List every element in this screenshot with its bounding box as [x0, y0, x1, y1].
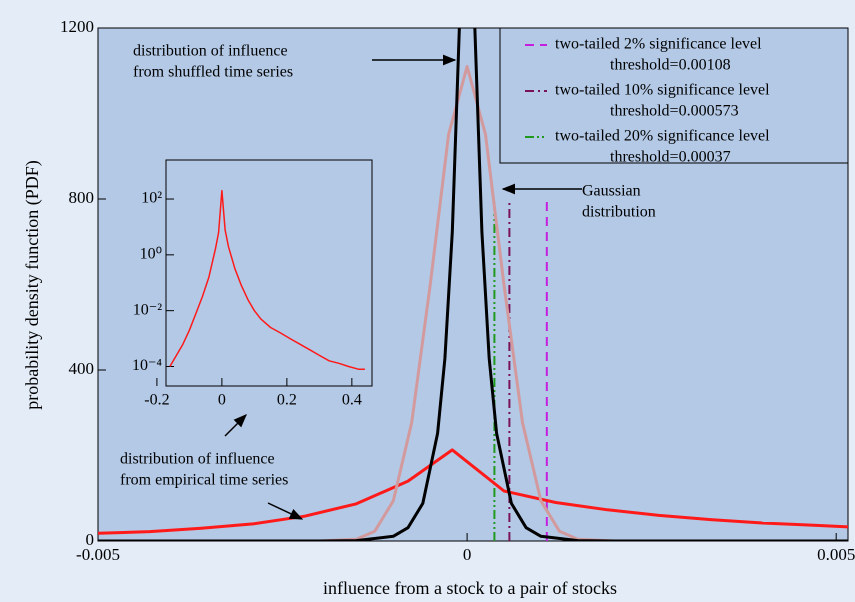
arrow [224, 414, 247, 437]
legend-sublabel: threshold=0.000573 [610, 103, 739, 120]
legend-label: two-tailed 20% significance level [555, 128, 770, 145]
y-tick-label: 10⁰ [140, 246, 162, 263]
arrow [267, 502, 304, 520]
plot-layer [98, 28, 848, 541]
series-line [98, 448, 848, 535]
series-line [319, 65, 615, 541]
series-line [169, 189, 365, 370]
annotation: distribution [582, 204, 656, 221]
x-tick-label: 0 [463, 545, 472, 564]
x-tick-label: 0.4 [342, 392, 362, 409]
y-tick-label: 400 [69, 359, 95, 378]
annotation: from empirical time series [120, 472, 288, 489]
x-tick-label: -0.2 [144, 392, 169, 409]
annotation: from shuffled time series [133, 64, 293, 81]
y-tick-label: 1200 [60, 17, 94, 36]
y-tick-label: 10² [141, 190, 162, 207]
y-tick-label: 10⁻⁴ [132, 357, 162, 374]
legend-label: two-tailed 2% significance level [555, 36, 762, 53]
inset-frame [165, 159, 373, 387]
annotation: distribution of influence [133, 43, 288, 60]
y-tick-label: 0 [86, 530, 95, 549]
x-tick-label: 0 [218, 392, 226, 409]
annotation: Gaussian [582, 183, 641, 200]
plot-layer [169, 189, 365, 370]
x-tick-label: 0.2 [277, 392, 297, 409]
legend-box [499, 27, 849, 164]
y-tick-label: 10⁻² [133, 301, 162, 318]
x-tick-label: 0.005 [817, 545, 855, 564]
x-tick-label: -0.005 [76, 545, 120, 564]
legend-sublabel: threshold=0.00037 [610, 149, 731, 166]
annotation: distribution of influence [120, 451, 275, 468]
y-tick-label: 800 [69, 188, 95, 207]
y-axis-label: probability density function (PDF) [22, 160, 43, 409]
series-line [98, 28, 848, 541]
x-axis-label: influence from a stock to a pair of stoc… [323, 578, 617, 598]
legend-label: two-tailed 10% significance level [555, 82, 770, 99]
legend-sublabel: threshold=0.00108 [610, 57, 731, 74]
